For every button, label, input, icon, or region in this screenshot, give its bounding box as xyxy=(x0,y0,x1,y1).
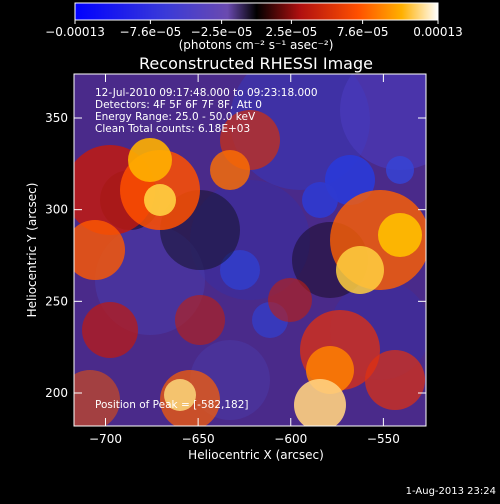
y-tick-label: 250 xyxy=(45,294,68,308)
footer-date: 1-Aug-2013 23:24 xyxy=(406,486,496,497)
detectors-label: Detectors: 4F 5F 6F 7F 8F, Att 0 xyxy=(95,99,262,111)
heatmap-blob xyxy=(325,155,375,205)
heatmap-blob xyxy=(386,156,414,184)
x-tick-label: −550 xyxy=(367,432,400,446)
colorbar-tick-label: 0.00013 xyxy=(413,25,463,39)
chart-title: Reconstructed RHESSI Image xyxy=(139,54,373,73)
heatmap-blob xyxy=(340,74,426,170)
heatmap-blob xyxy=(175,295,225,345)
x-tick-label: −600 xyxy=(274,432,307,446)
heatmap-blob xyxy=(164,379,196,411)
heatmap-blob xyxy=(220,250,260,290)
x-axis-title: Heliocentric X (arcsec) xyxy=(188,448,324,462)
y-tick-label: 200 xyxy=(45,386,68,400)
heatmap-blob xyxy=(210,150,250,190)
heatmap-blob xyxy=(378,213,422,257)
heatmap-blob xyxy=(365,350,425,410)
heatmap-blob xyxy=(82,302,138,358)
y-axis-title: Heliocentric Y (arcsec) xyxy=(25,183,39,318)
colorbar-units: (photons cm⁻² s⁻¹ asec⁻²) xyxy=(179,38,334,52)
time-range-label: 12-Jul-2010 09:17:48.000 to 09:23:18.000 xyxy=(95,87,318,99)
x-tick-label: −700 xyxy=(89,432,122,446)
colorbar-tick-label: 7.6e−05 xyxy=(337,25,389,39)
heatmap-blob xyxy=(302,182,338,218)
heatmap-blob xyxy=(74,220,125,280)
y-tick-label: 300 xyxy=(45,203,68,217)
clean-counts-label: Clean Total counts: 6.18E+03 xyxy=(95,123,250,135)
plot-frame xyxy=(73,73,427,427)
heatmap-blob xyxy=(74,370,120,426)
colorbar-tick-label: 2.5e−05 xyxy=(266,25,318,39)
heatmap xyxy=(74,74,426,426)
peak-position-label: Position of Peak = [-582,182] xyxy=(95,399,249,411)
colorbar-tick-label: −2.5e−05 xyxy=(191,25,253,39)
heatmap-blob xyxy=(268,278,312,322)
energy-range-label: Energy Range: 25.0 - 50.0 keV xyxy=(95,111,256,123)
colorbar-tick-label: −7.6e−05 xyxy=(119,25,181,39)
heatmap-blob xyxy=(128,138,172,182)
heatmap-blob xyxy=(336,246,384,294)
colorbar xyxy=(74,2,439,21)
y-tick-label: 350 xyxy=(45,111,68,125)
heatmap-blob xyxy=(294,379,346,426)
colorbar-tick-label: −0.00013 xyxy=(45,25,105,39)
heatmap-blob xyxy=(144,184,176,216)
x-tick-label: −650 xyxy=(182,432,215,446)
